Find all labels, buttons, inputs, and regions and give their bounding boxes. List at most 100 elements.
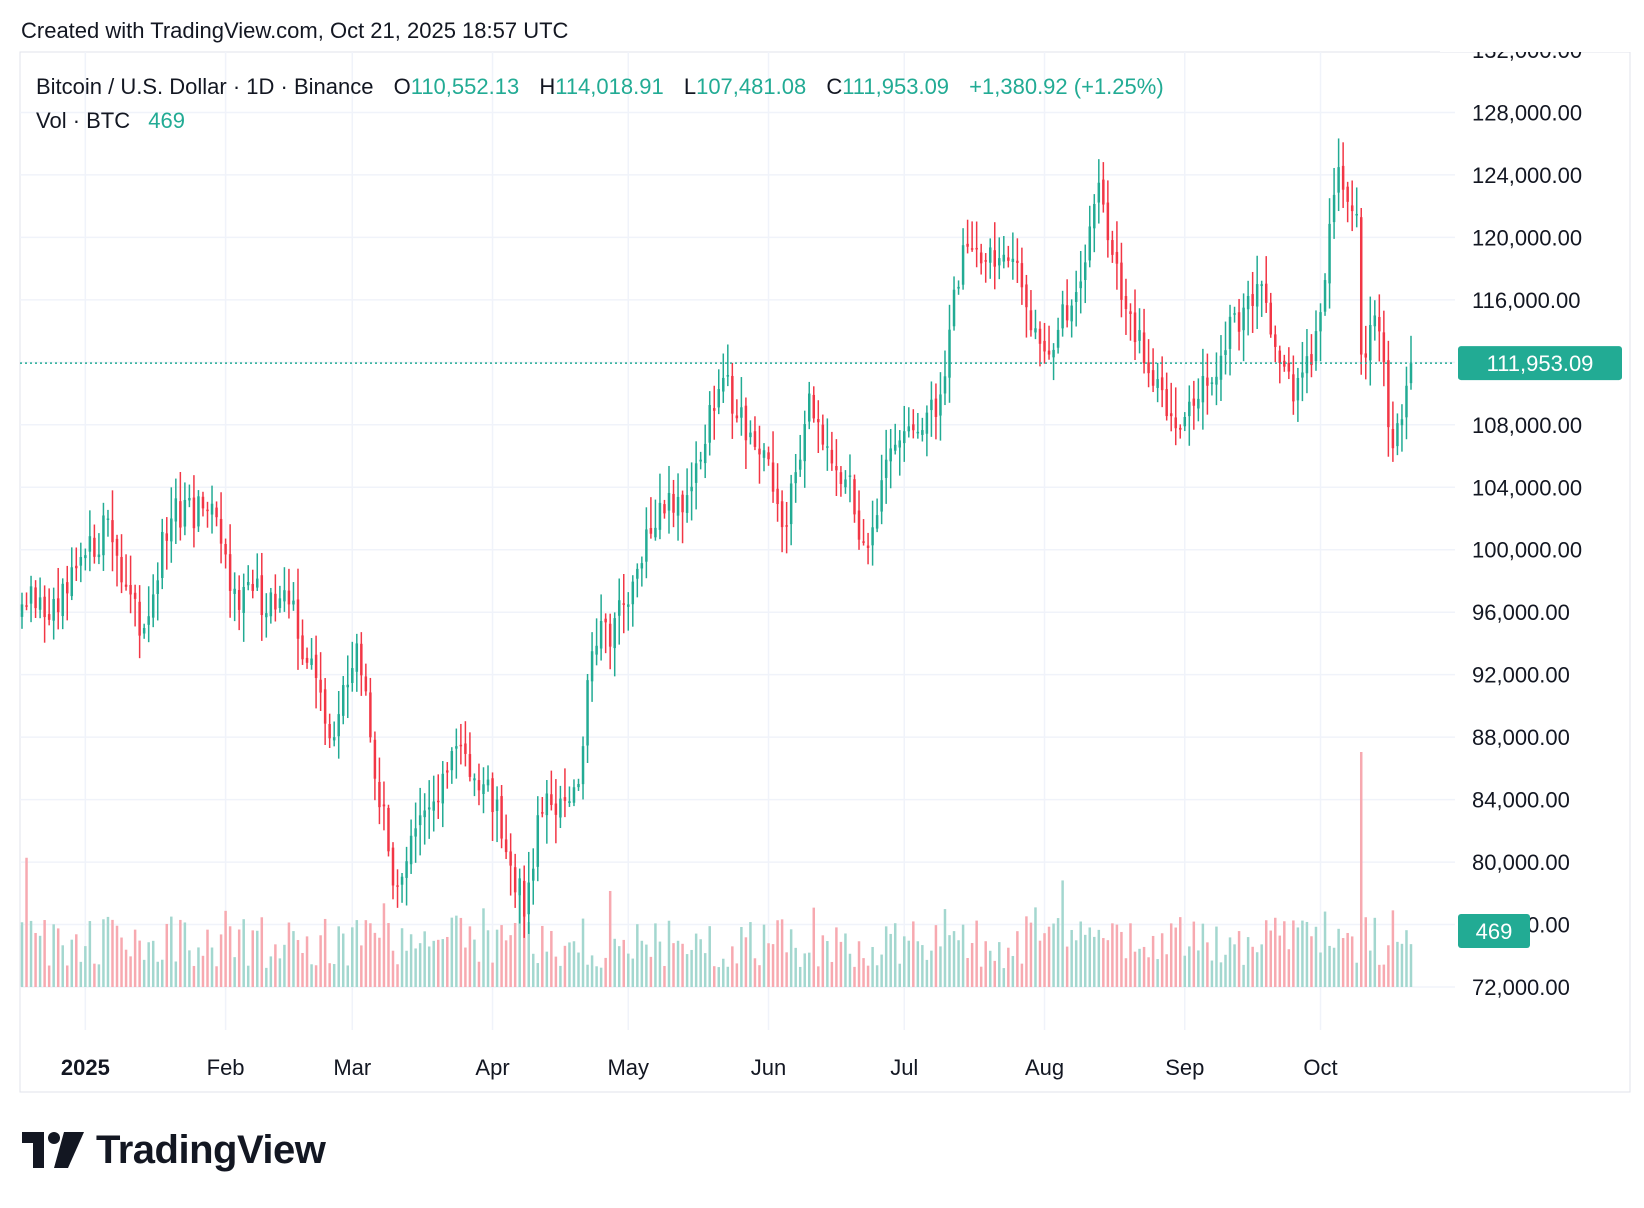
candle-body [174, 498, 178, 522]
candle-body [712, 408, 716, 411]
volume-bar [504, 940, 508, 987]
candle-body [753, 431, 757, 447]
volume-bar [1106, 940, 1110, 987]
volume-bar [590, 955, 594, 987]
candle-body [486, 779, 490, 786]
volume-bar [835, 927, 838, 987]
volume-bar [1255, 952, 1259, 987]
x-tick-label: Mar [333, 1055, 371, 1080]
y-tick-label: 108,000.00 [1472, 413, 1582, 438]
volume-bar [1138, 948, 1141, 987]
volume-bar [681, 943, 684, 987]
candle-body [731, 375, 734, 414]
grid-lines [20, 52, 1455, 1030]
candle-body [296, 599, 300, 639]
candle-body [1364, 353, 1367, 358]
candle-body [735, 415, 739, 419]
candle-body [1355, 213, 1358, 216]
volume-bar [961, 924, 965, 987]
candle-body [640, 563, 644, 569]
candle-body [586, 680, 589, 746]
svg-text:Bitcoin / U.S. Dollar · 1D · B: Bitcoin / U.S. Dollar · 1D · Binance O11… [36, 74, 1164, 99]
volume-bar [47, 965, 51, 987]
volume-bar [966, 957, 969, 987]
volume-bar [201, 955, 205, 987]
volume-bar [1292, 920, 1295, 987]
x-tick-label: Aug [1025, 1055, 1064, 1080]
candle-body [952, 289, 956, 327]
candle-body [1047, 350, 1051, 355]
candle-body [1147, 362, 1150, 374]
volume-bar [142, 959, 146, 987]
candle-body [1174, 417, 1177, 429]
volume-bar [292, 931, 295, 987]
volume-bar [1237, 931, 1241, 987]
volume-bar [215, 966, 218, 987]
candle-body [373, 739, 377, 779]
candles [20, 138, 1413, 938]
volume-bar [1215, 926, 1218, 987]
volume-bar [1400, 943, 1404, 987]
candle-body [1043, 340, 1046, 352]
volume-bar [1124, 958, 1128, 987]
volume-bar [862, 958, 865, 987]
candle-body [129, 584, 132, 595]
volume-bar [794, 947, 797, 987]
volume-bar [672, 943, 675, 987]
volume-bar [459, 917, 463, 987]
candle-body [1310, 354, 1313, 366]
volume-bar [1007, 947, 1010, 987]
candle-body [599, 620, 603, 649]
volume-bar [694, 933, 698, 987]
candle-body [1074, 292, 1078, 302]
tradingview-logo[interactable]: TradingView [22, 1128, 326, 1172]
candle-body [636, 568, 639, 579]
volume-bar [346, 965, 350, 987]
volume-bar [287, 922, 291, 987]
volume-bar [161, 959, 164, 987]
volume-bar [242, 919, 245, 987]
volume-bar [224, 910, 227, 987]
candle-body [884, 459, 888, 478]
candle-body [500, 796, 503, 839]
candle-body [56, 598, 60, 613]
candle-body [1274, 334, 1277, 347]
volume-bar [1047, 926, 1051, 987]
candle-body [246, 581, 250, 586]
candle-body [622, 603, 625, 605]
volume-bar [1183, 955, 1187, 987]
volume-bar [1323, 911, 1327, 987]
candle-body [789, 483, 793, 525]
candle-body [1246, 296, 1250, 310]
candle-body [522, 880, 526, 917]
candle-body [1201, 376, 1205, 403]
volume-bar [839, 941, 843, 987]
volume-bar [907, 940, 911, 987]
candle-body [631, 581, 635, 605]
candle-body [604, 618, 607, 623]
candle-body [396, 885, 399, 887]
volume-bar [88, 921, 92, 987]
volume-bar [1097, 929, 1101, 987]
candle-body [785, 525, 788, 527]
volume-bar [1169, 923, 1173, 987]
candle-body [1301, 372, 1304, 378]
volume-bar [717, 967, 721, 987]
y-axis-clip [1440, 0, 1640, 52]
candle-body [1264, 283, 1268, 303]
volume-bar [61, 945, 64, 987]
volume-bar [957, 940, 960, 987]
volume-bar [1056, 918, 1060, 987]
candle-body [1188, 401, 1191, 417]
volume-bar [617, 946, 621, 987]
candle-body [206, 509, 209, 512]
candle-body [550, 794, 553, 805]
candle-body [269, 592, 273, 617]
volume-bar [1079, 921, 1082, 987]
volume-bar [975, 920, 978, 987]
candle-body [120, 557, 123, 583]
volume-bar [1269, 930, 1272, 987]
volume-bar [296, 940, 300, 987]
candle-body [1011, 258, 1015, 263]
